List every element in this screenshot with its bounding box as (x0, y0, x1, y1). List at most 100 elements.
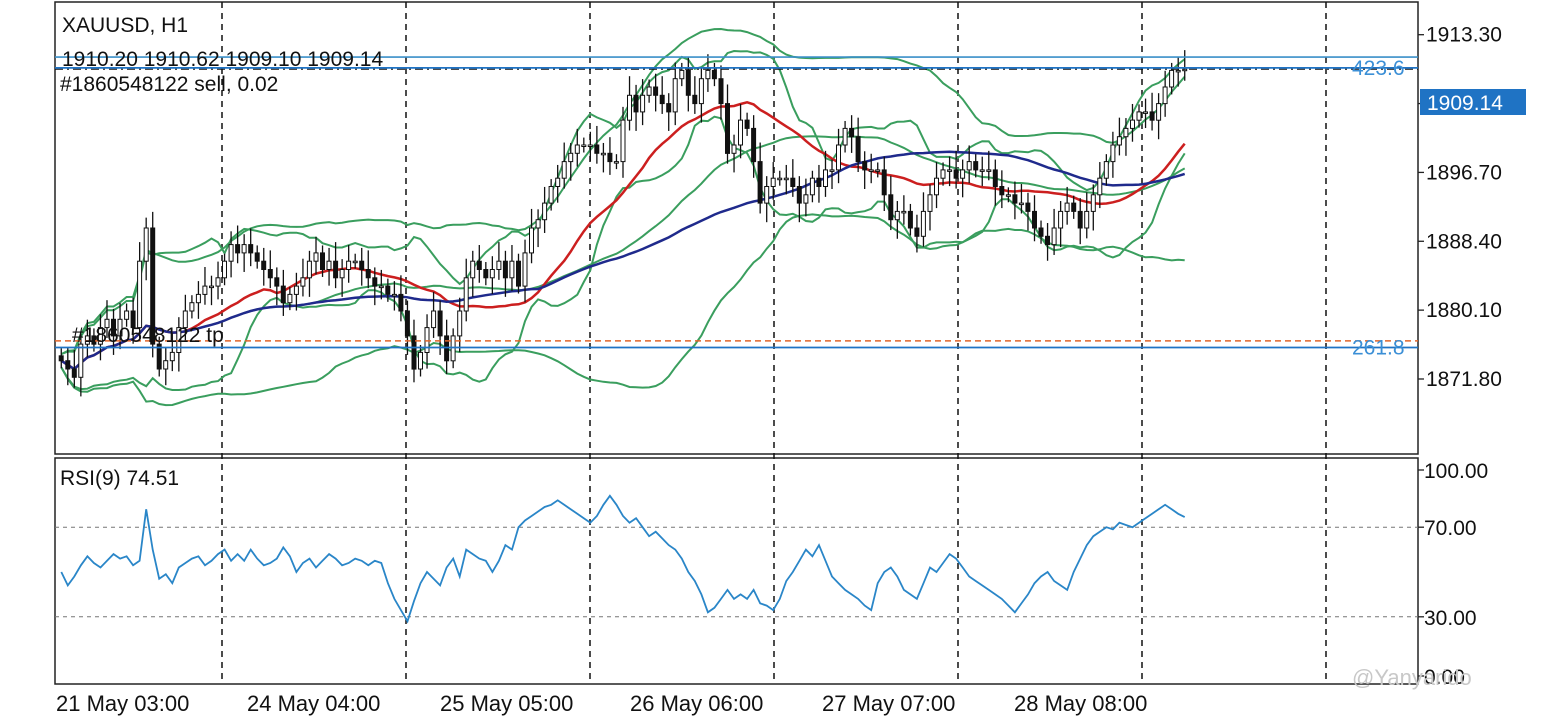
price-axis: 1913.301905.001896.701888.401880.101871.… (1418, 24, 1502, 391)
candle-body (339, 269, 345, 279)
candle-body (1051, 227, 1057, 246)
candle-body (914, 227, 920, 237)
candle-body (306, 260, 312, 279)
candle-body (640, 94, 646, 113)
candle-body (927, 194, 933, 212)
candle-body (117, 318, 123, 337)
candle-body (594, 144, 600, 154)
candle-body (1097, 177, 1103, 196)
candle-body (666, 103, 672, 113)
candle-body (202, 285, 208, 295)
candle-body (679, 69, 685, 80)
candle-body (124, 310, 130, 320)
candle-body (600, 152, 606, 156)
candle-body (1058, 210, 1064, 229)
candle-body (1064, 202, 1070, 212)
candle-body (764, 186, 770, 204)
candle-body (1136, 111, 1142, 121)
candle-body (222, 260, 227, 279)
candle-body (574, 144, 580, 154)
symbol-label: XAUUSD, H1 (62, 14, 188, 37)
candle-body (529, 227, 534, 254)
candle-body (97, 327, 103, 345)
candle-body (78, 343, 84, 378)
candle-body (333, 260, 339, 279)
candle-body (751, 127, 757, 163)
time-tick-label: 27 May 07:00 (822, 691, 955, 716)
candle-body (58, 355, 64, 362)
candle-body (189, 302, 195, 312)
candle-body (241, 244, 247, 254)
candle-body (934, 177, 939, 196)
bollinger-lower-line (60, 115, 1186, 391)
candle-body (463, 277, 469, 312)
rsi-tick-label: 100.00 (1424, 460, 1488, 483)
candle-body (235, 244, 241, 254)
candle-body (777, 177, 783, 181)
candle-body (894, 210, 900, 221)
candle-body (744, 119, 750, 129)
rsi-panel-frame (54, 457, 1419, 685)
candle-body (836, 144, 841, 171)
candle-body (790, 177, 796, 187)
candle-body (431, 310, 437, 329)
rsi-line (60, 494, 1186, 624)
candle-body (169, 351, 175, 362)
time-axis: 21 May 03:00 24 May 04:00 25 May 05:00 26 M… (56, 691, 1147, 716)
candle-body (986, 169, 992, 172)
candle-body (1012, 194, 1018, 204)
candle-body (182, 310, 188, 329)
fib-level-label: 261.8 (1352, 336, 1405, 359)
candle-body (823, 169, 828, 187)
candle-body (411, 335, 417, 370)
candle-body (1143, 111, 1148, 114)
candle-body (176, 327, 182, 354)
candle-body (215, 277, 221, 287)
candle-body (287, 293, 293, 304)
candle-body (489, 269, 495, 279)
candle-body (111, 318, 116, 337)
tp-label: #1860548122 tp (72, 324, 224, 347)
candle-body (84, 335, 90, 345)
candle-body (163, 360, 169, 370)
price-tick-label: 1871.80 (1426, 368, 1502, 391)
candle-body (398, 293, 404, 312)
candle-body (849, 127, 855, 138)
candle-body (992, 169, 998, 187)
candle-body (424, 327, 430, 354)
candle-body (516, 260, 521, 287)
candle-body (973, 161, 979, 171)
candle-body (711, 69, 717, 80)
candle-body (809, 177, 815, 196)
rsi-axis: 100.00 70.00 30.00 0.00 (1418, 460, 1488, 689)
candle-body (143, 227, 149, 262)
candle-body (979, 169, 985, 172)
rsi-indicator (55, 494, 1418, 624)
order-label: #1860548122 sell, 0.02 (60, 73, 278, 96)
candle-body (274, 277, 280, 287)
candle-body (1116, 136, 1122, 146)
candle-body (555, 177, 561, 187)
candle-body (1084, 210, 1090, 229)
candle-body (718, 78, 724, 105)
candle-body (587, 144, 593, 147)
candle-body (404, 310, 410, 337)
candle-body (705, 69, 711, 80)
candle-body (881, 169, 887, 196)
candle-body (548, 186, 554, 204)
candle-body (672, 78, 678, 113)
candle-body (378, 285, 384, 289)
candle-body (842, 127, 848, 146)
candle-body (130, 310, 136, 329)
candle-body (770, 177, 776, 187)
candle-body (457, 310, 463, 337)
time-tick-label: 21 May 03:00 (56, 691, 189, 716)
candle-body (1175, 69, 1181, 73)
candle-body (385, 285, 391, 295)
candle-body (137, 260, 143, 329)
candle-body (313, 252, 319, 262)
bollinger-lower-line (60, 213, 1185, 407)
candle-body (1123, 127, 1129, 138)
candle-body (228, 244, 234, 262)
